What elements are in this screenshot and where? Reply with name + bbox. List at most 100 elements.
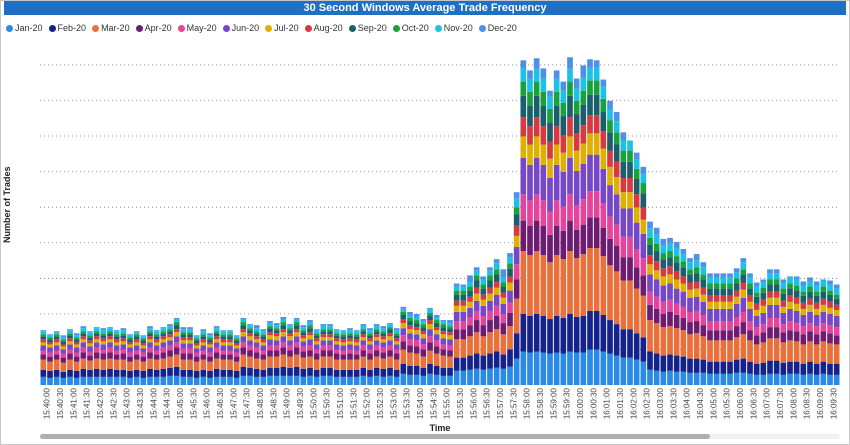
legend-item-apr-20[interactable]: Apr-20 (135, 23, 172, 33)
bar-segment-mar-20[interactable] (333, 359, 340, 370)
bar-segment-jul-20[interactable] (133, 342, 140, 346)
bar-segment-dec-20[interactable] (60, 335, 67, 338)
bar-segment-dec-20[interactable] (580, 65, 587, 78)
bar-segment-apr-20[interactable] (780, 332, 787, 343)
bar-segment-nov-20[interactable] (740, 262, 747, 270)
bar-segment-mar-20[interactable] (707, 340, 713, 362)
bar-segment-dec-20[interactable] (380, 326, 387, 329)
bar-segment-jun-20[interactable] (73, 347, 80, 353)
bar-segment-nov-20[interactable] (40, 331, 47, 335)
bar-segment-dec-20[interactable] (407, 311, 413, 315)
bar-segment-aug-20[interactable] (587, 115, 593, 134)
bar-segment-apr-20[interactable] (380, 352, 387, 359)
bar-segment-aug-20[interactable] (833, 304, 840, 310)
bar-segment-may-20[interactable] (567, 194, 573, 221)
bar-segment-apr-20[interactable] (807, 331, 813, 342)
bar-segment-jan-20[interactable] (387, 375, 393, 385)
bar-segment-nov-20[interactable] (760, 281, 767, 288)
bar-segment-may-20[interactable] (193, 352, 200, 357)
bar-segment-may-20[interactable] (660, 301, 667, 314)
bar-segment-oct-20[interactable] (793, 285, 800, 291)
bar-segment-aug-20[interactable] (593, 115, 600, 134)
bar-segment-aug-20[interactable] (600, 131, 607, 149)
bar-segment-jul-20[interactable] (827, 307, 833, 314)
bar-segment-jul-20[interactable] (153, 342, 160, 346)
bar-segment-apr-20[interactable] (327, 350, 333, 357)
bar-segment-oct-20[interactable] (240, 322, 247, 326)
bar-segment-jun-20[interactable] (447, 339, 453, 346)
bar-segment-mar-20[interactable] (327, 356, 333, 368)
bar-segment-may-20[interactable] (307, 345, 313, 351)
bar-segment-jan-20[interactable] (53, 376, 60, 385)
bar-segment-jul-20[interactable] (700, 294, 707, 302)
bar-segment-jul-20[interactable] (513, 235, 520, 247)
bar-segment-sep-20[interactable] (480, 288, 487, 295)
bar-segment-jun-20[interactable] (673, 288, 680, 304)
bar-segment-nov-20[interactable] (353, 331, 360, 335)
bar-segment-mar-20[interactable] (200, 359, 207, 370)
bar-segment-may-20[interactable] (133, 350, 140, 355)
bar-segment-mar-20[interactable] (627, 280, 633, 330)
bar-segment-aug-20[interactable] (613, 161, 620, 177)
bar-segment-may-20[interactable] (220, 350, 227, 355)
bar-segment-nov-20[interactable] (287, 325, 293, 329)
bar-segment-jun-20[interactable] (40, 345, 47, 351)
bar-segment-jul-20[interactable] (220, 342, 227, 346)
bar-segment-aug-20[interactable] (467, 296, 473, 302)
bar-segment-nov-20[interactable] (433, 317, 440, 321)
bar-segment-feb-20[interactable] (173, 366, 180, 376)
bar-segment-nov-20[interactable] (440, 321, 447, 325)
bar-segment-nov-20[interactable] (127, 335, 133, 338)
bar-segment-jan-20[interactable] (653, 370, 660, 385)
bar-segment-oct-20[interactable] (387, 327, 393, 330)
bar-segment-dec-20[interactable] (827, 280, 833, 285)
bar-segment-apr-20[interactable] (667, 311, 673, 327)
bar-segment-jul-20[interactable] (313, 341, 320, 345)
bar-segment-feb-20[interactable] (367, 369, 373, 377)
bar-segment-oct-20[interactable] (773, 279, 780, 285)
bar-segment-feb-20[interactable] (73, 370, 80, 378)
bar-segment-may-20[interactable] (633, 249, 640, 268)
bar-segment-apr-20[interactable] (587, 217, 593, 249)
bar-segment-oct-20[interactable] (660, 253, 667, 260)
bar-segment-jul-20[interactable] (193, 345, 200, 349)
bar-segment-jun-20[interactable] (387, 340, 393, 346)
bar-segment-dec-20[interactable] (393, 328, 400, 331)
bar-segment-may-20[interactable] (107, 347, 113, 353)
bar-segment-jun-20[interactable] (793, 310, 800, 324)
bar-segment-sep-20[interactable] (687, 274, 693, 283)
bar-segment-sep-20[interactable] (573, 114, 580, 134)
bar-segment-jan-20[interactable] (393, 376, 400, 385)
bar-segment-apr-20[interactable] (73, 356, 80, 362)
bar-segment-feb-20[interactable] (673, 355, 680, 372)
bar-segment-jul-20[interactable] (820, 304, 827, 312)
bar-segment-may-20[interactable] (47, 352, 53, 357)
bar-segment-jul-20[interactable] (320, 337, 327, 341)
bar-segment-aug-20[interactable] (487, 287, 493, 294)
bar-segment-jul-20[interactable] (207, 344, 213, 348)
bar-segment-may-20[interactable] (560, 206, 567, 231)
bar-segment-nov-20[interactable] (793, 279, 800, 286)
bar-segment-oct-20[interactable] (713, 283, 720, 289)
bar-segment-aug-20[interactable] (280, 329, 287, 333)
bar-segment-dec-20[interactable] (400, 306, 407, 309)
bar-segment-oct-20[interactable] (640, 183, 647, 194)
bar-segment-jun-20[interactable] (540, 164, 547, 201)
bar-segment-may-20[interactable] (647, 291, 653, 305)
bar-segment-oct-20[interactable] (53, 334, 60, 337)
bar-segment-nov-20[interactable] (273, 325, 280, 329)
bar-segment-oct-20[interactable] (393, 333, 400, 336)
bar-segment-feb-20[interactable] (433, 365, 440, 375)
bar-segment-apr-20[interactable] (447, 350, 453, 357)
bar-segment-aug-20[interactable] (213, 336, 220, 340)
bar-segment-jul-20[interactable] (727, 301, 733, 309)
bar-segment-mar-20[interactable] (447, 356, 453, 368)
bar-segment-may-20[interactable] (213, 347, 220, 353)
bar-segment-jan-20[interactable] (233, 377, 240, 385)
bar-segment-may-20[interactable] (280, 342, 287, 348)
bar-segment-jun-20[interactable] (140, 348, 147, 353)
bar-segment-jul-20[interactable] (640, 219, 647, 234)
bar-segment-feb-20[interactable] (200, 369, 207, 377)
bar-segment-may-20[interactable] (753, 327, 760, 336)
bar-segment-jun-20[interactable] (367, 344, 373, 350)
